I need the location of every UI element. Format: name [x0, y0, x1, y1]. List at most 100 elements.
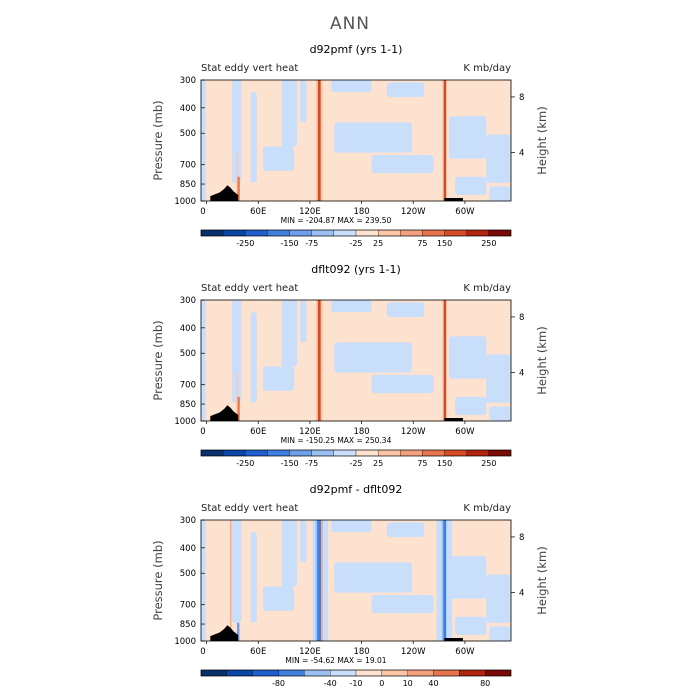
field-spike — [236, 622, 240, 641]
page-title: ANN — [329, 14, 371, 34]
min-max-label: MIN = -150.25 MAX = 250.34 — [281, 436, 392, 445]
colorbar-box — [333, 229, 357, 237]
colorbar-label: -150 — [280, 459, 298, 468]
colorbar-box — [333, 449, 357, 457]
colorbar-box — [488, 229, 512, 237]
x-tick-label: 120E — [299, 647, 321, 657]
left-label: Stat eddy vert heat — [201, 283, 298, 294]
y-tick-label: 300 — [180, 516, 196, 526]
field-negative-region — [281, 300, 298, 367]
colorbar-label: 40 — [428, 679, 438, 688]
field-spike — [316, 80, 318, 201]
field-negative-region — [449, 336, 487, 379]
field-negative-region — [387, 522, 425, 537]
terrain-mask — [444, 418, 463, 421]
field-negative-region — [449, 116, 487, 159]
field-negative-region — [232, 80, 242, 183]
x-tick-label: 60E — [250, 647, 266, 657]
colorbar-label: -25 — [349, 239, 362, 248]
field-negative-region — [331, 520, 372, 533]
colorbar-box — [444, 229, 467, 237]
y-axis-right-label: Height (km) — [535, 546, 549, 615]
terrain-mask — [444, 638, 463, 641]
y-axis-right-label: Height (km) — [535, 106, 549, 175]
field-negative-region — [334, 342, 412, 373]
field-negative-region — [281, 80, 298, 147]
y-axis-label: Pressure (mb) — [151, 320, 165, 400]
colorbar-box — [278, 669, 305, 677]
plot-frame — [200, 519, 512, 642]
chart-panel-3: d92pmf - dflt092 Stat eddy vert heat K mb/… — [151, 483, 549, 688]
colorbar-box — [466, 229, 490, 237]
right-label: K mb/day — [463, 503, 511, 514]
x-tick-label: 120W — [401, 207, 426, 217]
y-tick-label: 850 — [180, 400, 196, 410]
y-tick-right-label: 8 — [519, 313, 524, 323]
x-tick-label: 180 — [353, 427, 369, 437]
colorbar-label: -25 — [349, 459, 362, 468]
right-label: K mb/day — [463, 283, 511, 294]
colorbar-label: -150 — [280, 239, 298, 248]
field-spike — [315, 520, 318, 641]
field-negative-region — [263, 366, 294, 391]
y-tick-label: 700 — [180, 161, 196, 171]
colorbar-label: 150 — [437, 239, 452, 248]
field-spike — [230, 520, 232, 641]
x-tick-label: 0 — [200, 207, 205, 217]
field-negative-region — [334, 122, 412, 153]
colorbar-label: -80 — [272, 679, 285, 688]
x-tick-label: 120E — [299, 427, 321, 437]
x-tick-label: 0 — [200, 427, 205, 437]
y-tick-label: 850 — [180, 180, 196, 190]
field-negative-region — [387, 82, 425, 97]
colorbar-label: 250 — [481, 459, 496, 468]
colorbar-label: 25 — [373, 459, 383, 468]
field-spike — [443, 300, 447, 421]
terrain-mask — [210, 185, 239, 201]
field-negative-region — [250, 532, 257, 623]
colorbar-label: -250 — [236, 239, 254, 248]
colorbar-box — [422, 449, 445, 457]
field-negative-region — [489, 406, 511, 421]
field-spike — [236, 372, 238, 421]
y-tick-label: 300 — [180, 296, 196, 306]
right-label: K mb/day — [463, 63, 511, 74]
field-negative-region — [331, 80, 372, 93]
colorbar-label: 75 — [417, 459, 427, 468]
y-axis-right-label: Height (km) — [535, 326, 549, 395]
chart-title: d92pmf - dflt092 — [310, 483, 403, 496]
colorbar-box — [381, 669, 408, 677]
colorbar-box — [200, 669, 227, 677]
y-tick-label: 400 — [180, 324, 196, 334]
field-negative-region — [201, 300, 206, 421]
left-label: Stat eddy vert heat — [201, 63, 298, 74]
y-tick-right-label: 4 — [519, 369, 524, 379]
colorbar-label: -75 — [305, 459, 318, 468]
colorbar-box — [488, 449, 512, 457]
min-max-label: MIN = -204.87 MAX = 239.50 — [281, 216, 392, 225]
colorbar-label: 80 — [480, 679, 490, 688]
field-negative-region — [250, 92, 257, 183]
terrain-mask — [444, 198, 463, 201]
field-negative-region — [489, 626, 511, 641]
y-tick-label: 850 — [180, 620, 196, 630]
x-tick-label: 120W — [401, 427, 426, 437]
y-tick-label: 400 — [180, 104, 196, 114]
field-negative-region — [455, 396, 487, 415]
x-tick-label: 0 — [200, 647, 205, 657]
terrain-mask — [210, 405, 239, 421]
x-tick-label: 180 — [353, 207, 369, 217]
field-spike — [236, 396, 240, 421]
colorbar-label: 25 — [373, 239, 383, 248]
y-axis-label: Pressure (mb) — [151, 100, 165, 180]
y-tick-right-label: 4 — [519, 589, 524, 599]
colorbar-box — [304, 669, 331, 677]
colorbar-label: 75 — [417, 239, 427, 248]
colorbar-box — [222, 449, 246, 457]
y-tick-label: 1000 — [174, 197, 196, 207]
y-tick-label: 700 — [180, 381, 196, 391]
y-tick-label: 1000 — [174, 417, 196, 427]
y-axis-label: Pressure (mb) — [151, 540, 165, 620]
chart-title: dflt092 (yrs 1-1) — [311, 263, 401, 276]
colorbar-label: -75 — [305, 239, 318, 248]
